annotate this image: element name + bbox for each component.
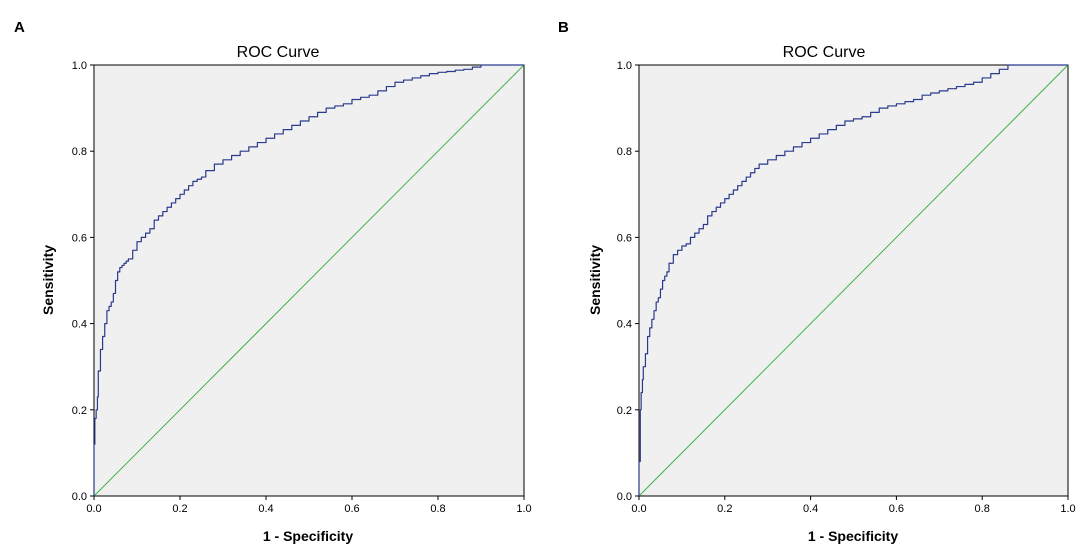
x-tick-label: 0.4: [803, 503, 818, 515]
reference-line-group-b: [638, 64, 1069, 497]
roc-curve-line: [638, 64, 1068, 496]
y-tick-label: 0.2: [72, 405, 87, 417]
y-tick-label: 0.4: [617, 319, 632, 331]
x-tick-label: 1.0: [516, 503, 531, 515]
y-tick-label: 1.0: [72, 60, 87, 72]
y-tick-label: 1.0: [617, 60, 632, 72]
x-tick-label: 0.0: [631, 503, 646, 515]
roc-curve-line: [93, 64, 524, 496]
axis-ticks-a: 0.0 0.2 0.4 0.6 0.8 1.0 0.0 0.2 0.4 0.6 0.8 1.0: [72, 60, 532, 515]
y-tick-label: 0.0: [72, 491, 87, 503]
y-tick-label: 0.6: [617, 232, 632, 244]
x-axis-label-a: 1 - Specificity: [263, 528, 353, 544]
reference-line: [93, 64, 525, 497]
y-axis-label-a: Sensitivity: [40, 245, 56, 315]
reference-line: [638, 64, 1069, 497]
y-axis-label-b: Sensitivity: [587, 245, 603, 315]
roc-chart-b: ROC Curve 0.0 0.2 0.4 0.6 0.8 1.0 0.0 0.2 0.4 0.6…: [587, 44, 1076, 544]
roc-chart-a: ROC Curve 0.0 0.2 0.4 0.6 0.8 1.0 0.0 0.2 0.4 0.6…: [40, 44, 532, 544]
axis-ticks-b: 0.0 0.2 0.4 0.6 0.8 1.0 0.0 0.2 0.4 0.6 0.8 1.0: [617, 60, 1076, 515]
x-tick-label: 0.0: [86, 503, 101, 515]
x-axis-label-b: 1 - Specificity: [808, 528, 898, 544]
x-tick-label: 0.2: [172, 503, 187, 515]
y-tick-label: 0.2: [617, 405, 632, 417]
y-tick-label: 0.8: [617, 146, 632, 158]
reference-line-group-a: [93, 64, 525, 497]
panel-label-b: B: [558, 19, 569, 36]
roc-curve-group-b: [638, 64, 1068, 496]
panel-label-a: A: [14, 19, 25, 36]
y-tick-label: 0.4: [72, 319, 87, 331]
y-tick-label: 0.8: [72, 146, 87, 158]
panel-a: A ROC Curve 0.0 0.2 0.4 0.6 0.8 1.00.00.20.40…: [14, 19, 532, 544]
x-tick-label: 0.2: [717, 503, 732, 515]
x-tick-label: 1.0: [1060, 503, 1075, 515]
chart-title-a: ROC Curve: [237, 44, 320, 61]
x-tick-label: 0.4: [258, 503, 273, 515]
y-tick-label: 0.6: [72, 232, 87, 244]
x-tick-label: 0.6: [344, 503, 359, 515]
x-tick-label: 0.8: [975, 503, 990, 515]
x-tick-label: 0.6: [889, 503, 904, 515]
panel-b: B ROC Curve 0.0 0.2 0.4 0.6 0.8 1.00.00.20.40…: [558, 19, 1076, 544]
chart-title-b: ROC Curve: [783, 44, 866, 61]
y-tick-label: 0.0: [617, 491, 632, 503]
x-tick-label: 0.8: [430, 503, 445, 515]
roc-curve-group-a: [93, 64, 524, 496]
